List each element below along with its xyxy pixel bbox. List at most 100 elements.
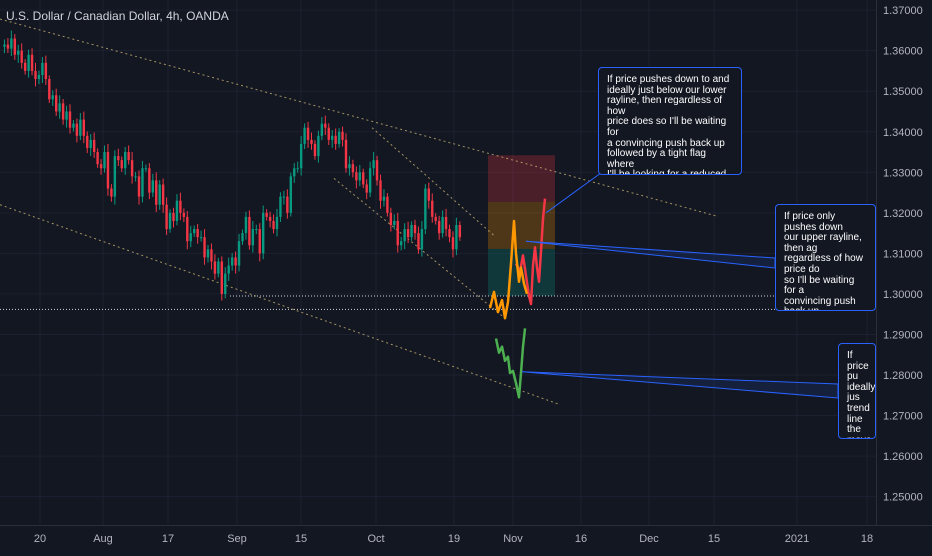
candle-body: [289, 176, 292, 213]
candle-body: [455, 225, 458, 250]
candle: [272, 214, 275, 234]
candle-body: [155, 180, 158, 205]
candle: [23, 59, 27, 75]
candle-body: [86, 135, 89, 148]
time-tick-label: 16: [575, 533, 587, 545]
candle: [99, 159, 103, 175]
red-scenario: [514, 198, 547, 306]
price-tick-label: 1.27000: [883, 411, 923, 423]
candle: [375, 155, 379, 186]
price-axis[interactable]: 1.37000 1.36000 1.35000 1.34000 1.33000 1.320…: [876, 0, 932, 525]
connector-upper-rayline: [525, 240, 776, 269]
candle: [413, 219, 417, 240]
candle-body: [196, 229, 199, 238]
candle: [313, 140, 317, 160]
price-tick-label: 1.33000: [883, 167, 923, 179]
candle: [303, 123, 306, 150]
candle-body: [213, 261, 217, 274]
candle-body: [237, 241, 241, 266]
candle: [58, 95, 61, 119]
candle-body: [110, 188, 113, 197]
time-tick-label: Dec: [639, 533, 659, 545]
candle: [17, 44, 20, 63]
candle: [96, 148, 99, 168]
candle: [103, 145, 106, 173]
candle-body: [296, 168, 299, 170]
candle-body: [282, 196, 286, 198]
candle-body: [327, 127, 330, 140]
candle-body: [210, 249, 213, 262]
candle: [230, 253, 234, 271]
time-axis[interactable]: 20 Aug 17 Sep 15 Oct 19 Nov 16 Dec 15 2021 18: [0, 525, 932, 551]
candle: [427, 182, 430, 209]
candle-body: [6, 44, 10, 49]
time-tick-label: Oct: [367, 533, 384, 545]
candle: [158, 180, 161, 210]
candle: [248, 210, 251, 250]
note-upper-rayline-text: If price only pushes down our upper rayl…: [784, 211, 863, 310]
candle-body: [372, 160, 375, 169]
price-tick-label: 1.28000: [883, 370, 923, 382]
candle-body: [431, 200, 434, 217]
candle-body: [55, 95, 58, 112]
candle-body: [331, 135, 334, 140]
candle-body: [224, 273, 227, 294]
candle: [441, 210, 444, 238]
candle: [165, 197, 168, 235]
candle-body: [272, 220, 275, 230]
price-tick-label: 1.29000: [883, 329, 923, 341]
candle-body: [365, 184, 368, 193]
candle: [265, 209, 268, 221]
candle-body: [368, 168, 372, 193]
note-lower-rayline[interactable]: If price pushes down to and ideally just…: [598, 67, 742, 175]
price-tick-label: 1.26000: [883, 451, 923, 463]
candle: [431, 193, 434, 223]
candle: [400, 236, 403, 251]
candles: [3, 30, 462, 301]
candle: [296, 161, 299, 173]
candle-body: [175, 200, 179, 221]
candle: [210, 243, 213, 270]
candle-body: [393, 220, 396, 225]
candle: [51, 90, 54, 106]
candle: [448, 224, 451, 243]
note-connectors: [521, 169, 839, 399]
candle: [358, 165, 361, 187]
candle: [337, 128, 341, 148]
note-trend-line[interactable]: If price pu ideally jus trend line the m…: [838, 343, 876, 439]
candle-body: [406, 229, 410, 238]
candle-body: [234, 257, 237, 266]
candle-body: [127, 152, 130, 161]
candle: [348, 156, 351, 176]
candle-body: [299, 143, 303, 169]
candle: [403, 223, 406, 250]
candle: [410, 221, 413, 241]
candle-body: [268, 216, 272, 221]
candle: [13, 34, 16, 60]
candle: [331, 129, 334, 148]
candle: [262, 205, 265, 260]
candle-body: [82, 119, 85, 136]
candle-body: [424, 188, 427, 230]
candle-body: [13, 38, 16, 55]
candle-body: [355, 172, 358, 181]
candle-body: [37, 75, 41, 80]
time-tick-label: 2021: [785, 533, 809, 545]
price-tick-label: 1.25000: [883, 492, 923, 504]
candle: [306, 121, 310, 148]
candle: [437, 215, 441, 240]
scenario-paths: [488, 198, 547, 399]
candle: [458, 221, 462, 241]
candle: [130, 152, 134, 184]
candle-body: [275, 216, 279, 230]
candle: [351, 159, 355, 178]
stop-zone: [488, 155, 555, 202]
candle: [92, 132, 96, 158]
candle: [61, 99, 65, 125]
note-upper-rayline[interactable]: If price only pushes down our upper rayl…: [775, 204, 876, 311]
candle-body: [120, 160, 123, 169]
candle: [389, 207, 393, 232]
candle-body: [358, 172, 361, 181]
candle-body: [324, 123, 327, 128]
